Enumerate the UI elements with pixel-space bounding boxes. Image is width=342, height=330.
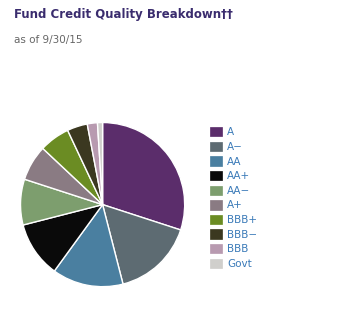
Wedge shape — [103, 122, 185, 230]
Wedge shape — [25, 148, 103, 205]
Wedge shape — [21, 179, 103, 225]
Wedge shape — [68, 124, 103, 205]
Wedge shape — [23, 205, 103, 271]
Wedge shape — [97, 122, 103, 205]
Text: Fund Credit Quality Breakdown††: Fund Credit Quality Breakdown†† — [14, 8, 233, 21]
Text: as of 9/30/15: as of 9/30/15 — [14, 35, 82, 45]
Wedge shape — [43, 130, 103, 205]
Wedge shape — [54, 205, 123, 287]
Wedge shape — [87, 123, 103, 205]
Wedge shape — [103, 205, 181, 284]
Legend: A, A−, AA, AA+, AA−, A+, BBB+, BBB−, BBB, Govt: A, A−, AA, AA+, AA−, A+, BBB+, BBB−, BBB… — [210, 127, 257, 269]
